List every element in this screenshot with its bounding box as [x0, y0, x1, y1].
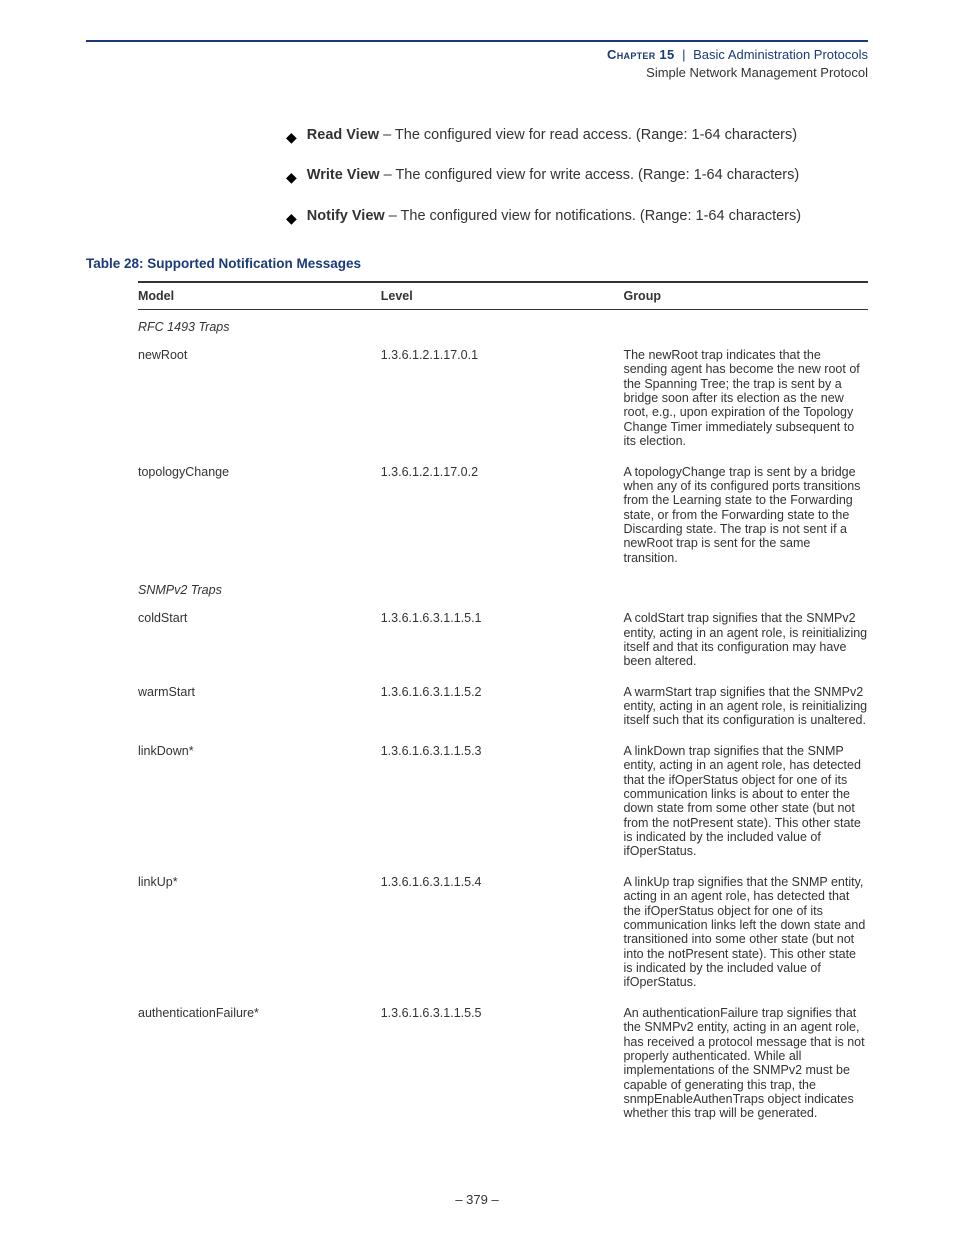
bullet-desc: – The configured view for notifications.… — [385, 208, 801, 224]
cell-group: A warmStart trap signifies that the SNMP… — [623, 685, 868, 728]
cell-group: A linkUp trap signifies that the SNMP en… — [623, 875, 868, 990]
cell-model: authenticationFailure* — [138, 1006, 381, 1020]
cell-group: A topologyChange trap is sent by a bridg… — [623, 465, 868, 566]
table-row: newRoot 1.3.6.1.2.1.17.0.1 The newRoot t… — [138, 340, 868, 457]
chapter-label: Chapter 15 — [607, 47, 674, 62]
table-row: linkUp* 1.3.6.1.6.3.1.1.5.4 A linkUp tra… — [138, 867, 868, 998]
cell-group: The newRoot trap indicates that the send… — [623, 348, 868, 449]
table-row: topologyChange 1.3.6.1.2.1.17.0.2 A topo… — [138, 457, 868, 574]
cell-level: 1.3.6.1.2.1.17.0.2 — [381, 465, 624, 479]
cell-group: A coldStart trap signifies that the SNMP… — [623, 611, 868, 669]
th-level: Level — [381, 289, 624, 303]
table-caption: Table 28: Supported Notification Message… — [86, 256, 868, 271]
cell-level: 1.3.6.1.6.3.1.1.5.3 — [381, 744, 624, 758]
bullet-read-view: ◆ Read View – The configured view for re… — [286, 125, 848, 147]
table-row: linkDown* 1.3.6.1.6.3.1.1.5.3 A linkDown… — [138, 736, 868, 867]
table-header-row: Model Level Group — [138, 281, 868, 310]
section-rfc1493: RFC 1493 Traps — [138, 310, 868, 340]
bullet-body: Write View – The configured view for wri… — [307, 165, 848, 186]
cell-level: 1.3.6.1.6.3.1.1.5.5 — [381, 1006, 624, 1020]
th-model: Model — [138, 289, 381, 303]
bullet-body: Notify View – The configured view for no… — [307, 206, 848, 227]
page-header: Chapter 15 | Basic Administration Protoc… — [86, 46, 868, 81]
diamond-icon: ◆ — [286, 208, 297, 228]
cell-level: 1.3.6.1.2.1.17.0.1 — [381, 348, 624, 362]
table-row: coldStart 1.3.6.1.6.3.1.1.5.1 A coldStar… — [138, 603, 868, 677]
header-separator: | — [678, 47, 689, 62]
header-line-1: Chapter 15 | Basic Administration Protoc… — [86, 46, 868, 64]
diamond-icon: ◆ — [286, 167, 297, 187]
header-subtitle: Simple Network Management Protocol — [86, 64, 868, 82]
bullet-notify-view: ◆ Notify View – The configured view for … — [286, 206, 848, 228]
bullet-list: ◆ Read View – The configured view for re… — [286, 125, 848, 228]
bullet-body: Read View – The configured view for read… — [307, 125, 848, 146]
th-group: Group — [623, 289, 868, 303]
chapter-title: Basic Administration Protocols — [693, 47, 868, 62]
bullet-term: Read View — [307, 127, 379, 143]
header-rule — [86, 40, 868, 42]
table-row: warmStart 1.3.6.1.6.3.1.1.5.2 A warmStar… — [138, 677, 868, 736]
bullet-term: Notify View — [307, 208, 385, 224]
bullet-write-view: ◆ Write View – The configured view for w… — [286, 165, 848, 187]
bullet-term: Write View — [307, 167, 380, 183]
cell-model: newRoot — [138, 348, 381, 362]
cell-level: 1.3.6.1.6.3.1.1.5.1 — [381, 611, 624, 625]
page-number: – 379 – — [0, 1192, 954, 1207]
cell-model: linkUp* — [138, 875, 381, 889]
diamond-icon: ◆ — [286, 127, 297, 147]
cell-model: topologyChange — [138, 465, 381, 479]
section-snmpv2: SNMPv2 Traps — [138, 573, 868, 603]
cell-model: linkDown* — [138, 744, 381, 758]
cell-model: coldStart — [138, 611, 381, 625]
bullet-desc: – The configured view for write access. … — [380, 167, 800, 183]
cell-level: 1.3.6.1.6.3.1.1.5.4 — [381, 875, 624, 889]
cell-level: 1.3.6.1.6.3.1.1.5.2 — [381, 685, 624, 699]
cell-group: An authenticationFailure trap signifies … — [623, 1006, 868, 1121]
traps-table: Model Level Group RFC 1493 Traps newRoot… — [138, 281, 868, 1129]
bullet-desc: – The configured view for read access. (… — [379, 127, 797, 143]
page: Chapter 15 | Basic Administration Protoc… — [0, 0, 954, 1235]
table-row: authenticationFailure* 1.3.6.1.6.3.1.1.5… — [138, 998, 868, 1129]
cell-group: A linkDown trap signifies that the SNMP … — [623, 744, 868, 859]
cell-model: warmStart — [138, 685, 381, 699]
